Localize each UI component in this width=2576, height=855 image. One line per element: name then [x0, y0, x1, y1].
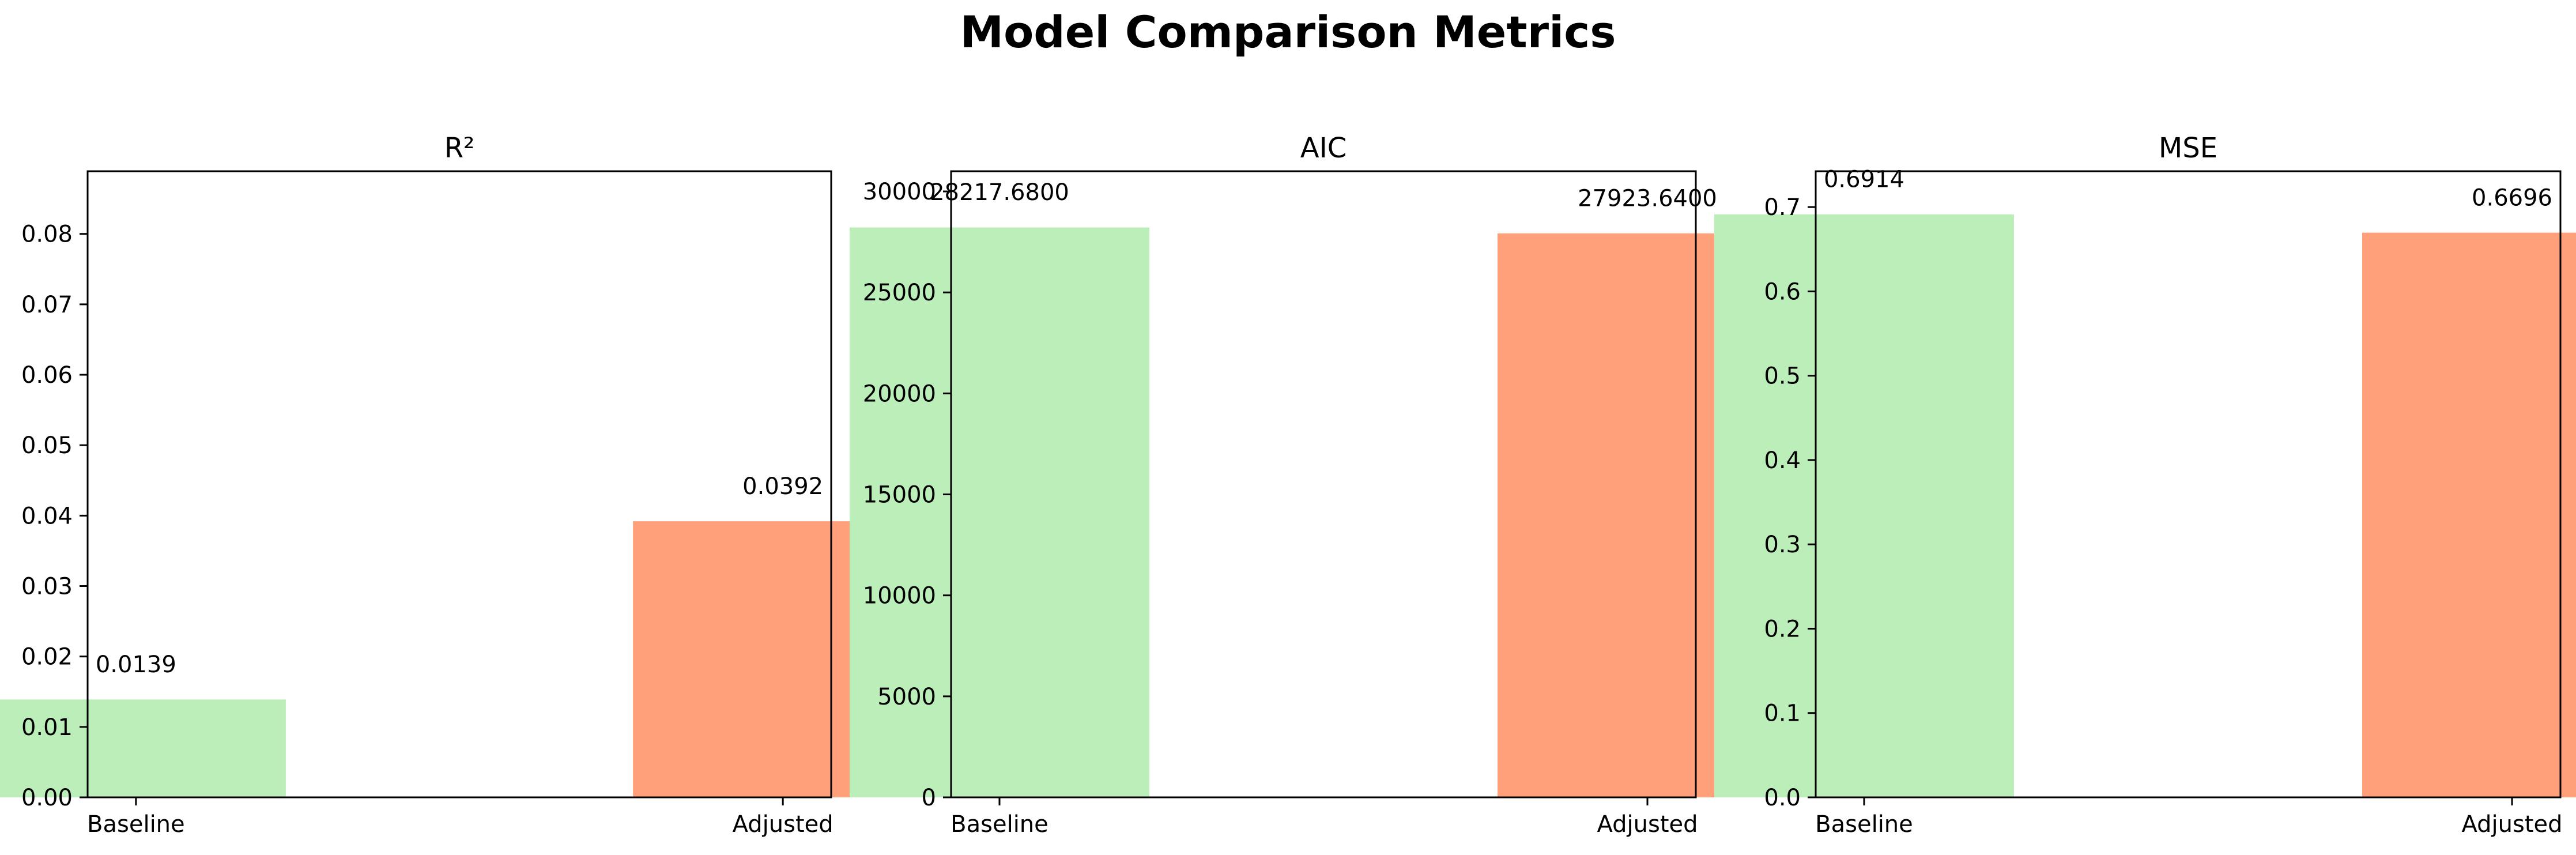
- y-tick-label: 0.00: [21, 785, 73, 811]
- y-tick-label: 0.5: [1764, 363, 1801, 390]
- y-tick-label: 0.08: [21, 221, 73, 248]
- y-tick-label: 10000: [863, 583, 936, 609]
- y-tick-label: 0.0: [1764, 785, 1801, 811]
- bar-value-label: 0.6914: [1824, 166, 1904, 193]
- y-tick-label: 0.02: [21, 644, 73, 671]
- y-tick-label: 0.6: [1764, 278, 1801, 305]
- plot-frame: [1815, 170, 2562, 798]
- plot-frame: [86, 170, 832, 798]
- y-tick-label: 0.05: [21, 432, 73, 459]
- y-tick-label: 0.1: [1764, 700, 1801, 727]
- y-tick-label: 0.2: [1764, 616, 1801, 642]
- bar-baseline: [0, 699, 286, 797]
- subplot-title: MSE: [2159, 132, 2217, 164]
- y-tick-label: 0.03: [21, 574, 73, 600]
- y-tick-label: 0.3: [1764, 532, 1801, 558]
- bar-adjusted: [2362, 232, 2576, 797]
- bar-baseline: [849, 227, 1149, 797]
- subplot-title: AIC: [1300, 132, 1347, 164]
- y-tick-label: 0.07: [21, 292, 73, 318]
- y-tick-label: 0.4: [1764, 447, 1801, 474]
- y-tick-label: 25000: [863, 280, 936, 306]
- bar-value-label: 0.0139: [96, 651, 176, 678]
- subplot-title: R²: [444, 132, 475, 164]
- chart-suptitle: Model Comparison Metrics: [960, 6, 1616, 58]
- bar-value-label: 0.6696: [2472, 184, 2552, 211]
- bar-baseline: [1714, 214, 2014, 797]
- x-tick-label: Baseline: [87, 811, 185, 838]
- y-tick-label: 30000: [863, 179, 936, 205]
- subplot-1: 0.0139 0.0392 0.00 0.01 0.02 0.03 0.04 0.05 0.06…: [0, 132, 933, 838]
- y-tick-label: 20000: [863, 381, 936, 407]
- y-tick-label: 15000: [863, 482, 936, 509]
- x-tick-label: Baseline: [951, 811, 1048, 838]
- y-tick-label: 5000: [877, 684, 936, 710]
- y-tick-label: 0.06: [21, 362, 73, 389]
- bar-value-label: 27923.6400: [1578, 185, 1717, 212]
- subplot-3: 0.6914 0.6696 0.0 0.1 0.2 0.3 0.4 0.5 0.6 0.7 Base…: [1714, 132, 2576, 838]
- bar-value-label: 0.0392: [742, 473, 823, 500]
- plot-frame: [950, 170, 1697, 798]
- x-tick-label: Baseline: [1815, 811, 1913, 838]
- subplot-2: 28217.6800 27923.6400 0 5000 10000 15000 20000…: [849, 132, 1798, 838]
- y-tick-label: 0: [922, 785, 936, 811]
- x-tick-label: Adjusted: [733, 811, 833, 838]
- y-tick-label: 0.04: [21, 503, 73, 529]
- y-tick-label: 0.01: [21, 714, 73, 741]
- y-tick-label: 0.7: [1764, 194, 1801, 221]
- x-tick-label: Adjusted: [1597, 811, 1698, 838]
- bar-value-label: 28217.6800: [930, 179, 1069, 206]
- x-tick-label: Adjusted: [2461, 811, 2562, 838]
